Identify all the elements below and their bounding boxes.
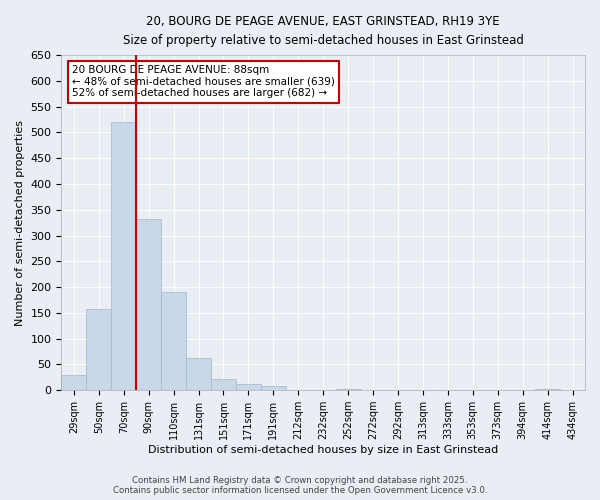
Bar [86, 309, 111, 390]
Bar [136, 218, 161, 390]
Bar [186, 358, 211, 390]
Bar [211, 379, 236, 390]
Bar [61, 375, 86, 390]
Text: Contains HM Land Registry data © Crown copyright and database right 2025.
Contai: Contains HM Land Registry data © Crown c… [113, 476, 487, 495]
Bar [535, 388, 560, 390]
Bar [261, 386, 286, 390]
Bar [236, 384, 261, 390]
Bar [111, 122, 136, 390]
Text: 20 BOURG DE PEAGE AVENUE: 88sqm
← 48% of semi-detached houses are smaller (639)
: 20 BOURG DE PEAGE AVENUE: 88sqm ← 48% of… [72, 65, 335, 98]
X-axis label: Distribution of semi-detached houses by size in East Grinstead: Distribution of semi-detached houses by … [148, 445, 499, 455]
Bar [161, 292, 186, 390]
Title: 20, BOURG DE PEAGE AVENUE, EAST GRINSTEAD, RH19 3YE
Size of property relative to: 20, BOURG DE PEAGE AVENUE, EAST GRINSTEA… [123, 15, 524, 47]
Bar [335, 388, 361, 390]
Y-axis label: Number of semi-detached properties: Number of semi-detached properties [15, 120, 25, 326]
